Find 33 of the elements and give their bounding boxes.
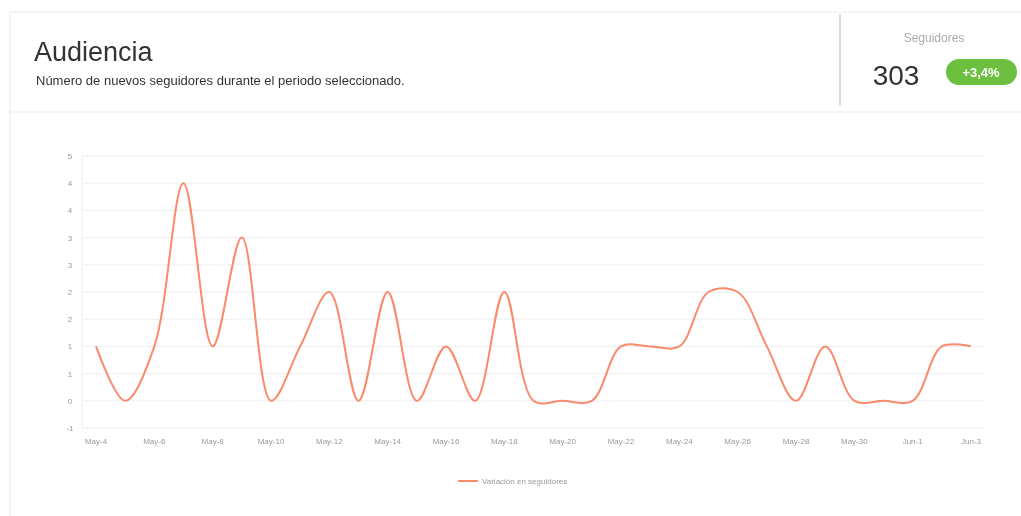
x-tick-label: May-26 <box>724 437 752 446</box>
x-tick-label: May-28 <box>782 437 810 446</box>
x-tick-label: May-14 <box>374 437 402 446</box>
y-tick-label: 1 <box>67 342 73 352</box>
x-tick-label: May-6 <box>143 437 166 446</box>
y-tick-label: 2 <box>67 288 73 297</box>
x-tick-label: May-30 <box>840 437 869 446</box>
x-tick-label: May-4 <box>84 437 108 446</box>
y-tick-label: 3 <box>67 233 73 243</box>
x-tick-label: Jun-3 <box>960 437 982 446</box>
x-tick-label: May-20 <box>549 437 577 446</box>
chart-title: Audiencia <box>34 37 154 67</box>
y-tick-label: 5 <box>67 152 73 161</box>
y-tick-label: 1 <box>67 369 73 379</box>
x-tick-label: May-10 <box>257 437 285 446</box>
text: 303 <box>872 60 920 91</box>
y-tick-label: 3 <box>67 260 73 270</box>
x-tick-label: May-18 <box>490 437 519 446</box>
y-tick-label: 0 <box>67 396 73 406</box>
x-tick-label: May-8 <box>201 437 225 446</box>
y-tick-label: 4 <box>67 206 73 216</box>
x-tick-label: May-12 <box>315 437 344 446</box>
x-tick-label: May-22 <box>607 437 635 446</box>
text: +3,4% <box>962 65 1001 80</box>
chart-subtitle: Número de nuevos seguidores durante el periodo seleccionado. <box>36 73 405 88</box>
y-tick-label: -1 <box>66 424 75 433</box>
y-tick-label: 2 <box>67 315 73 325</box>
legend-label: Variación en seguidores <box>482 477 568 486</box>
x-tick-label: Jun-1 <box>902 437 924 446</box>
x-tick-label: May-16 <box>432 437 460 446</box>
text: Seguidores <box>903 31 965 45</box>
x-tick-label: May-24 <box>665 437 694 446</box>
y-tick-label: 4 <box>67 179 73 189</box>
